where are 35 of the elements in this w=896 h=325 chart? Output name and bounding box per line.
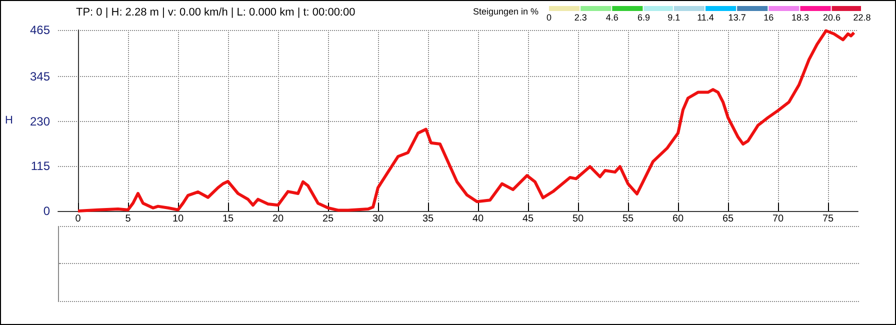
x-tick-label: 60 <box>672 214 684 224</box>
x-tick-label: 20 <box>272 214 284 224</box>
x-tick-label: 55 <box>622 214 634 224</box>
x-tick-label: 35 <box>422 214 434 224</box>
x-tick-label: 70 <box>772 214 784 224</box>
color-bar-label: 22.8 <box>853 12 871 22</box>
x-tick-label: 45 <box>522 214 534 224</box>
color-bar-label: 11.4 <box>697 12 714 22</box>
color-bar-label: 16 <box>764 12 774 22</box>
line-series <box>76 29 856 212</box>
y-tick-label: 230 <box>30 114 50 128</box>
legend-title: Steigungen in % <box>473 6 539 16</box>
y-tick-label: 465 <box>30 23 50 37</box>
color-bar-label: 18.3 <box>791 12 809 22</box>
x-tick-label: 5 <box>125 214 132 224</box>
color-bar-label: 2.3 <box>574 12 587 22</box>
color-bar-label: 9.1 <box>668 12 680 22</box>
x-tick-label: 10 <box>172 214 184 224</box>
color-bar-label: 4.6 <box>606 12 618 22</box>
color-bar-label: 13.7 <box>728 12 746 22</box>
y-tick-label: 115 <box>30 159 50 174</box>
chart-subtitle: TP: 0 | H: 2.28 m | v: 0.00 km/h | L: 0.000 km | t: 00:00:00 <box>76 6 356 18</box>
x-tick-label: 40 <box>472 214 484 224</box>
color-bar-label: 0 <box>546 12 552 22</box>
x-tick-label: 25 <box>322 214 334 224</box>
x-tick-label: 50 <box>572 214 584 224</box>
y-axis-title: H <box>5 114 14 126</box>
x-tick-label: 75 <box>822 214 834 224</box>
color-bar-label: 20.6 <box>823 12 841 22</box>
x-tick-label: 15 <box>222 214 234 224</box>
x-tick-label: 0 <box>75 214 82 224</box>
y-tick-label: 345 <box>30 70 50 84</box>
color-bar-label: 6.9 <box>637 12 650 22</box>
x-tick-label: 65 <box>722 214 734 224</box>
x-tick-label: 30 <box>372 214 384 224</box>
